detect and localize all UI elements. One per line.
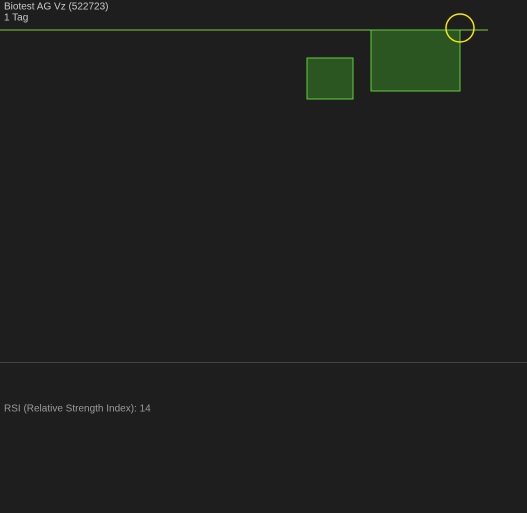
highlight-circle — [445, 13, 475, 43]
rsi-title: RSI (Relative Strength Index): 14 — [4, 404, 151, 415]
range-box — [370, 29, 461, 92]
panel-separator — [0, 362, 527, 363]
chart-title: Biotest AG Vz (522723) — [4, 2, 109, 13]
chart-subtitle: 1 Tag — [4, 13, 28, 24]
range-box — [306, 57, 354, 100]
